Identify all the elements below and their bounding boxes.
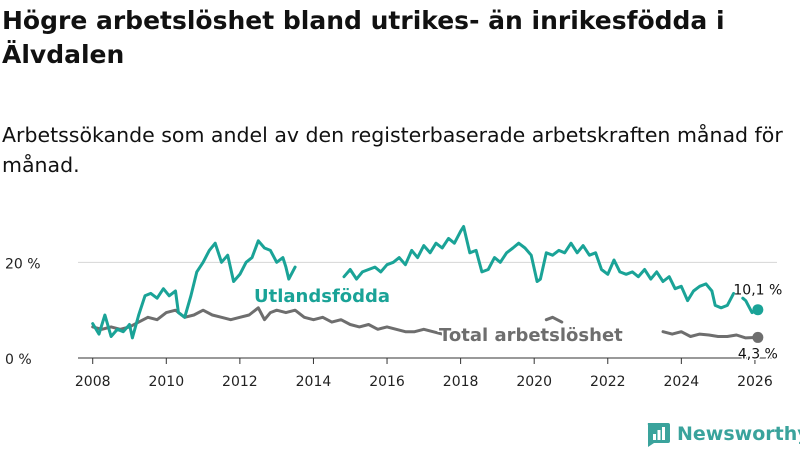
y-tick-label: 0 % [5, 352, 32, 368]
chart-subtitle: Arbetssökande som andel av den registerb… [2, 123, 783, 177]
foreign-series-end-label: 10,1 % [733, 283, 782, 299]
bar-chart-logo-icon [647, 423, 670, 447]
total-series-end-point [752, 331, 764, 343]
foreign-series-line [91, 225, 760, 340]
x-tick-label: 2012 [222, 374, 258, 390]
x-tick-label: 2010 [148, 374, 184, 390]
x-tick-label: 2008 [75, 374, 111, 390]
x-tick-label: 2026 [737, 374, 773, 390]
y-tick-label: 20 % [5, 256, 41, 272]
brand-logo[interactable]: Newsworthy [645, 419, 800, 449]
x-tick-label: 2020 [516, 374, 552, 390]
foreign-series-end-point [752, 304, 764, 316]
x-tick-label: 2018 [443, 374, 479, 390]
foreign-series-label: Utlandsfödda [254, 286, 390, 307]
x-tick-label: 2024 [664, 374, 700, 390]
total-series-end-label: 4,3 % [738, 346, 778, 362]
chart-title: Högre arbetslöshet bland utrikes- än inr… [2, 6, 725, 69]
total-series-label: Total arbetslöshet [439, 325, 623, 346]
x-tick-label: 2022 [590, 374, 626, 390]
brand-name: Newsworthy [677, 423, 800, 445]
x-tick-label: 2014 [296, 374, 332, 390]
total-series-line [91, 306, 760, 340]
x-tick-label: 2016 [369, 374, 405, 390]
